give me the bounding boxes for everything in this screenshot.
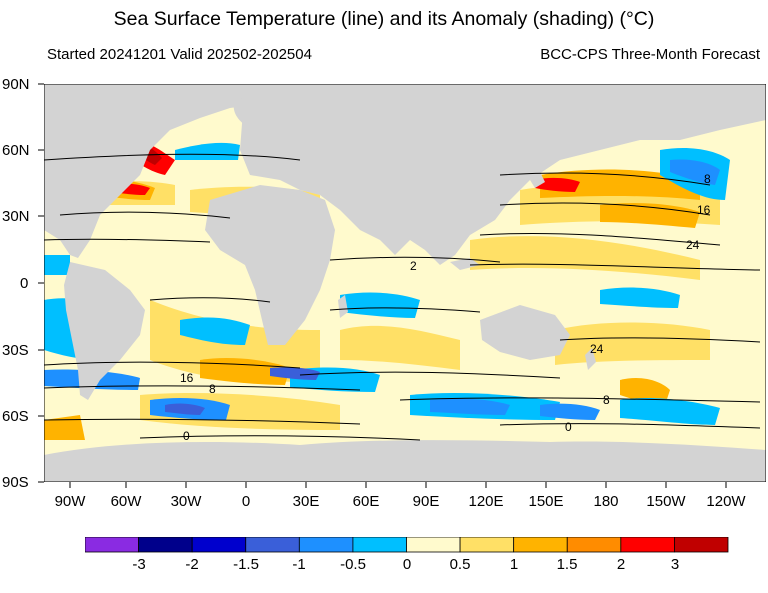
lat-label: 90S — [2, 474, 29, 491]
madagascar — [338, 295, 348, 318]
australia — [480, 305, 570, 360]
colorbar-label: 3 — [670, 556, 680, 573]
lon-label: 30W — [170, 493, 202, 510]
lon-label: 90E — [412, 493, 440, 510]
contour-label: 8 — [704, 172, 711, 186]
colorbar-label: 0.5 — [449, 556, 471, 573]
contour-label: 2 — [410, 259, 417, 273]
colorbar-swatch — [245, 537, 300, 553]
lon-label: 150E — [528, 493, 564, 510]
lat-label: 60S — [2, 408, 29, 425]
africa — [205, 185, 335, 345]
lat-label: 30S — [2, 342, 29, 359]
colorbar-label: -0.5 — [340, 556, 366, 573]
new-zealand — [585, 348, 596, 370]
lon-label: 150W — [646, 493, 686, 510]
colorbar-swatch — [406, 537, 461, 553]
lon-label: 90W — [54, 493, 86, 510]
colorbar-label: -3 — [132, 556, 146, 573]
lat-label: 30N — [2, 208, 30, 225]
forecast-dates: Started 20241201 Valid 202502-202504 — [47, 46, 312, 63]
colorbar-swatch — [566, 537, 622, 553]
colorbar-label: -2 — [185, 556, 199, 573]
contour-label: 24 — [686, 238, 700, 252]
contour-label: 0 — [183, 429, 190, 443]
contour-label: 24 — [590, 342, 604, 356]
contour-label: 8 — [603, 393, 610, 407]
lat-label: 60N — [2, 142, 30, 159]
sst-contour-lines — [44, 153, 761, 441]
lat-label: 90N — [2, 76, 30, 93]
colorbar-swatch — [674, 537, 729, 553]
contour-label: 16 — [697, 203, 711, 217]
japan — [530, 172, 545, 188]
colorbar-swatch — [138, 537, 193, 553]
colorbar-label: -1 — [292, 556, 306, 573]
contour-label: 16 — [180, 371, 194, 385]
colorbar-label: 0 — [402, 556, 412, 573]
lon-label: 120W — [706, 493, 746, 510]
map-title: Sea Surface Temperature (line) and its A… — [113, 8, 655, 30]
lon-label: 120E — [468, 493, 504, 510]
colorbar-swatch — [620, 537, 675, 553]
south-america — [64, 262, 145, 400]
colorbar — [85, 537, 729, 553]
lon-label: 60E — [352, 493, 380, 510]
model-name: BCC-CPS Three-Month Forecast — [540, 46, 760, 63]
colorbar-label: -1.5 — [233, 556, 259, 573]
colorbar-label: 2 — [616, 556, 626, 573]
lon-label: 60W — [110, 493, 142, 510]
colorbar-swatch — [191, 537, 247, 553]
lat-label: 0 — [20, 275, 29, 292]
lon-label: 0 — [241, 493, 251, 510]
colorbar-swatch — [298, 537, 354, 553]
colorbar-label: 1.5 — [556, 556, 578, 573]
contour-label: 0 — [565, 420, 572, 434]
indonesia — [450, 258, 480, 270]
colorbar-swatch — [513, 537, 568, 553]
antarctica — [44, 440, 766, 482]
colorbar-label: 1 — [509, 556, 519, 573]
north-america — [44, 84, 300, 258]
lon-label: 180 — [593, 493, 619, 510]
contour-label: 8 — [209, 382, 216, 396]
colorbar-swatch — [85, 537, 139, 553]
colorbar-swatch — [352, 537, 407, 553]
axis-ticks — [38, 83, 727, 488]
colorbar-swatch — [459, 537, 515, 553]
lon-label: 30E — [292, 493, 320, 510]
